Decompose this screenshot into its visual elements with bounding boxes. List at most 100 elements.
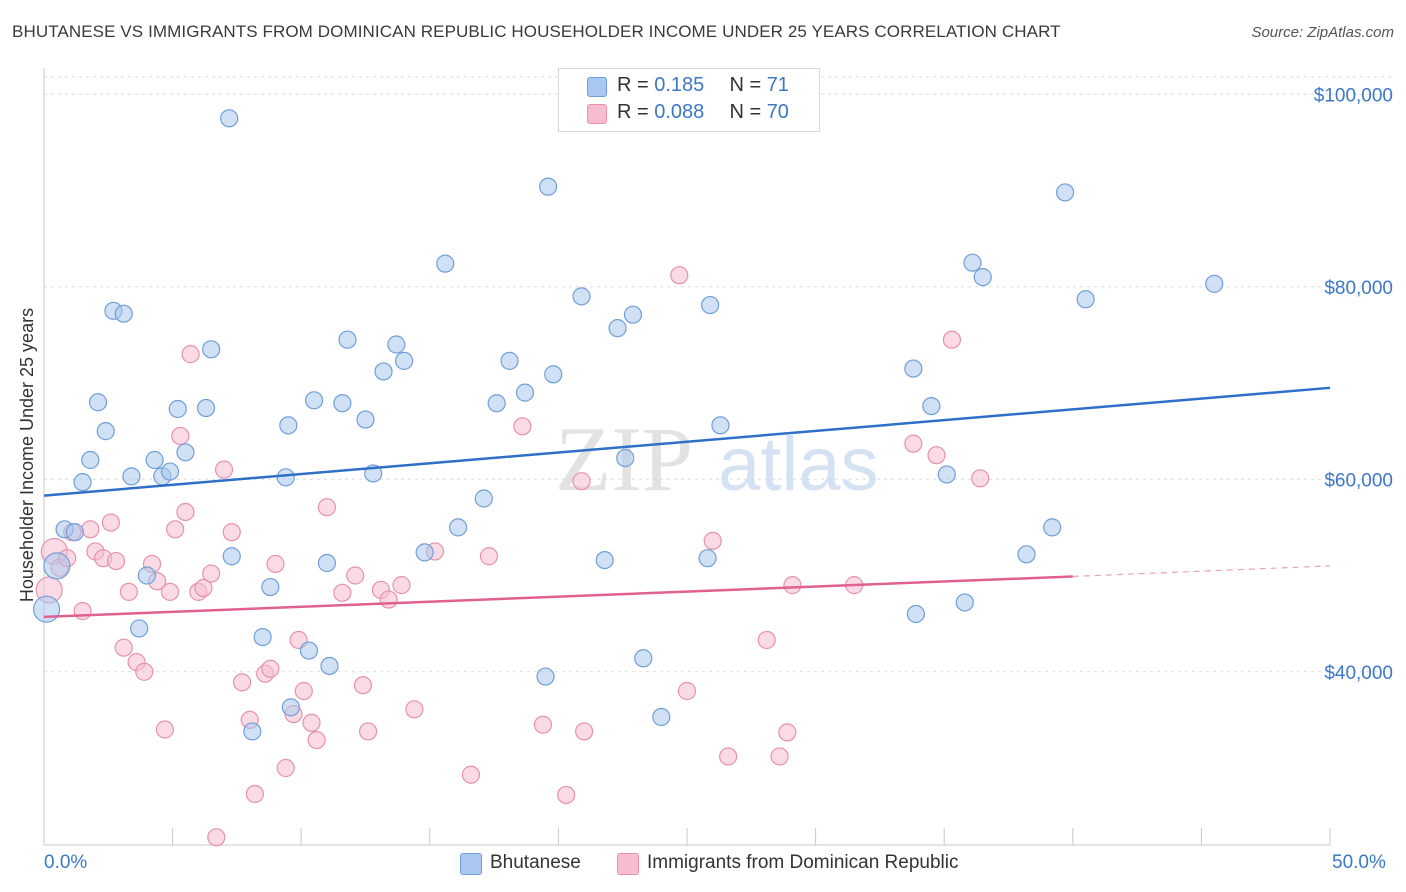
- y-axis-title: Householder Income Under 25 years: [17, 307, 37, 603]
- data-point: [415, 543, 434, 562]
- data-point: [461, 765, 481, 784]
- legend-item-label: Bhutanese: [490, 852, 581, 873]
- data-point: [202, 340, 221, 359]
- data-point: [1076, 290, 1095, 309]
- data-point: [703, 531, 722, 550]
- legend-item-label: Immigrants from Dominican Republic: [647, 852, 959, 873]
- data-point: [333, 394, 352, 413]
- data-point: [281, 698, 301, 717]
- data-point: [243, 722, 262, 741]
- data-point: [202, 564, 221, 583]
- data-point: [276, 758, 295, 778]
- data-point: [356, 410, 375, 429]
- data-point: [474, 489, 493, 508]
- data-point: [353, 676, 373, 695]
- data-point: [1055, 183, 1075, 202]
- data-point: [160, 462, 180, 481]
- data-point: [572, 287, 591, 306]
- dominican-swatch: [587, 104, 607, 124]
- data-point: [261, 577, 280, 597]
- legend-r-label: R =: [617, 101, 655, 123]
- legend-r-label: R =: [617, 74, 655, 96]
- data-point: [670, 266, 689, 285]
- data-point: [927, 446, 946, 465]
- data-point: [652, 707, 671, 727]
- legend-n-value: 71: [766, 74, 789, 96]
- data-point: [906, 604, 926, 624]
- series-bhutanese: [32, 109, 1224, 741]
- data-point: [320, 656, 339, 676]
- data-point: [346, 566, 365, 585]
- data-point: [575, 722, 594, 741]
- data-point: [487, 394, 506, 413]
- data-point: [106, 551, 126, 571]
- bhutanese-swatch: [587, 77, 607, 97]
- data-point: [122, 467, 141, 486]
- source-credit: Source: ZipAtlas.com: [1251, 24, 1394, 41]
- data-point: [436, 254, 455, 273]
- data-point: [43, 552, 71, 580]
- data-point: [279, 416, 298, 435]
- data-point: [114, 304, 133, 323]
- gridlines: [44, 76, 1392, 673]
- data-point: [757, 630, 776, 650]
- legend-n-value: 70: [766, 101, 789, 123]
- data-point: [616, 448, 635, 468]
- data-point: [1043, 518, 1062, 537]
- data-point: [276, 468, 295, 487]
- data-point: [448, 518, 468, 537]
- watermark-atlas: atlas: [718, 422, 879, 507]
- regression-lines: [43, 386, 1331, 619]
- data-point: [145, 450, 164, 470]
- x-tick-label-max: 50.0%: [1332, 852, 1386, 873]
- dominican-legend-swatch: [617, 853, 639, 875]
- data-point: [904, 359, 923, 378]
- data-point: [220, 109, 239, 128]
- chart-title: BHUTANESE VS IMMIGRANTS FROM DOMINICAN R…: [12, 22, 1061, 41]
- data-point: [73, 602, 92, 621]
- data-point: [572, 472, 591, 491]
- data-point: [73, 473, 92, 492]
- data-point: [135, 662, 154, 681]
- data-point: [392, 576, 411, 595]
- data-point: [500, 351, 519, 370]
- data-point: [973, 268, 992, 287]
- data-point: [379, 590, 398, 609]
- data-point: [176, 443, 195, 462]
- data-point: [1205, 274, 1224, 293]
- data-point: [955, 593, 974, 612]
- data-point: [168, 399, 187, 419]
- data-point: [119, 582, 138, 601]
- data-point: [557, 785, 576, 805]
- x-tick-label-min: 0.0%: [44, 852, 88, 873]
- data-point: [533, 715, 553, 734]
- data-point: [634, 649, 653, 668]
- data-point: [394, 351, 414, 370]
- data-point: [245, 784, 265, 804]
- data-point: [307, 730, 326, 750]
- regression-line-dominican: [43, 575, 1073, 619]
- data-point: [181, 345, 200, 364]
- data-point: [783, 576, 802, 595]
- y-tick-labels: $40,000 $60,000 $80,000 $100,000: [1314, 85, 1393, 684]
- data-point: [515, 383, 535, 402]
- data-point: [608, 319, 627, 338]
- data-point: [711, 416, 730, 435]
- data-point: [266, 554, 285, 574]
- regression-line-dominican-extension: [1072, 565, 1331, 578]
- data-point: [88, 393, 108, 412]
- data-point: [677, 681, 697, 701]
- data-point: [358, 722, 378, 741]
- axes: [43, 68, 1331, 846]
- data-point: [937, 465, 956, 484]
- data-point: [232, 673, 252, 692]
- data-point: [317, 553, 337, 573]
- legend-r-value: 0.185: [654, 74, 705, 96]
- data-point: [405, 700, 424, 719]
- data-point: [778, 723, 797, 742]
- regression-line-bhutanese: [43, 386, 1331, 497]
- data-point: [333, 583, 352, 602]
- data-point: [155, 720, 174, 739]
- y-tick-label: $60,000: [1324, 470, 1393, 491]
